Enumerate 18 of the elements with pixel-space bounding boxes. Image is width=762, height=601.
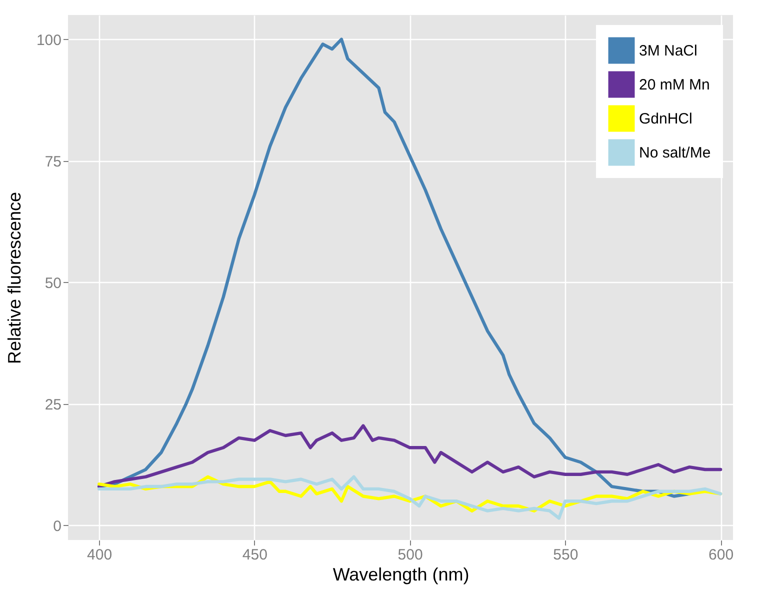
y-tick-label: 0 [53, 518, 62, 535]
x-tick-label: 550 [553, 546, 578, 564]
x-tick-label: 500 [398, 546, 423, 564]
legend-label: No salt/Me [639, 144, 711, 162]
y-tick-label: 50 [44, 274, 62, 292]
line-series [97, 475, 722, 520]
legend-label: GdnHCl [639, 110, 692, 128]
x-tick-label: 600 [708, 546, 734, 564]
line-series [97, 424, 722, 488]
x-tick-label: 450 [242, 546, 268, 564]
x-axis-title: Wavelength (nm) [332, 564, 470, 584]
y-tick-label: 25 [44, 396, 62, 414]
legend-label: 3M NaCl [639, 42, 698, 60]
y-tick-label: 100 [36, 32, 62, 49]
y-tick-label: 75 [44, 153, 62, 170]
legend-label: 20 mM Mn [639, 76, 710, 94]
y-axis-title: Relative fluorescence [4, 192, 24, 364]
x-tick-label: 400 [87, 546, 112, 564]
